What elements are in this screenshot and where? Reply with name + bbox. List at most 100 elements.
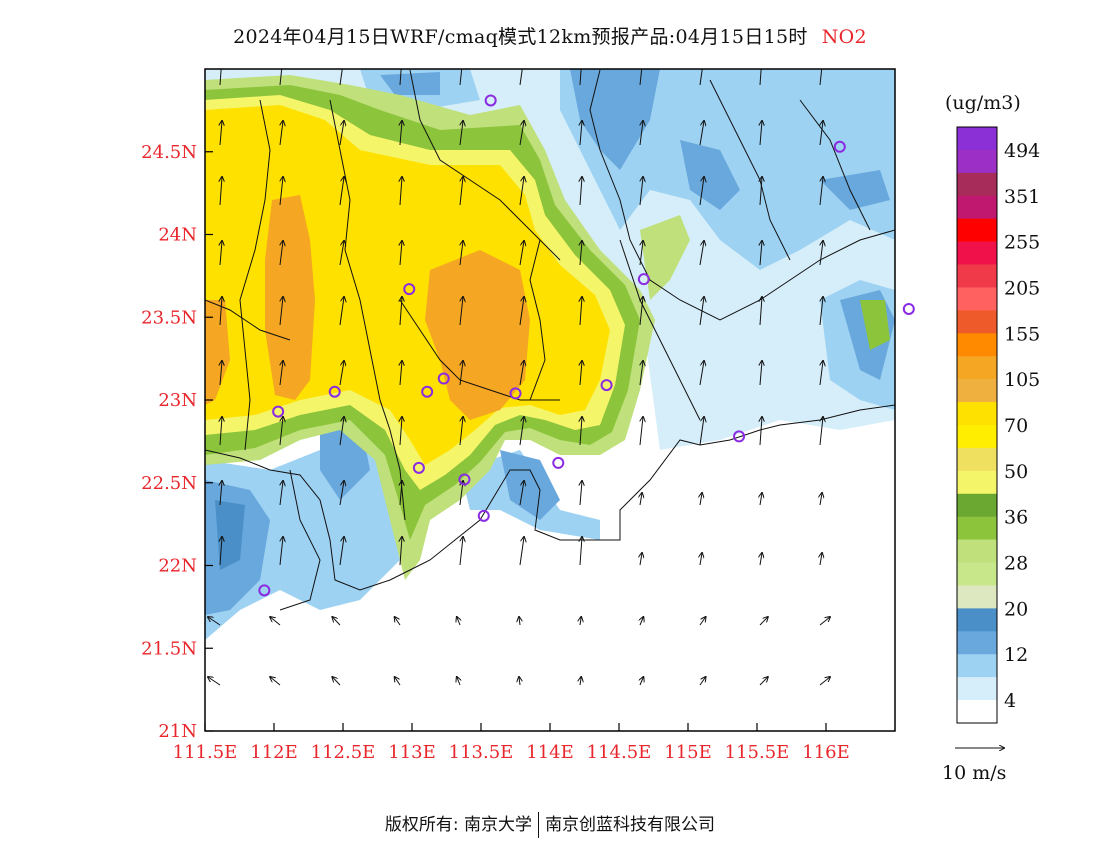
- city-marker: [600, 379, 613, 392]
- wind-arrow: [819, 677, 830, 686]
- wind-arrow: [640, 553, 642, 566]
- wind-arrow: [519, 677, 520, 686]
- legend-swatch: [957, 608, 997, 632]
- lat-tick-label: 22N: [158, 556, 197, 577]
- wind-arrow: [519, 537, 524, 566]
- wind-arrow: [460, 297, 463, 326]
- legend-swatch: [957, 195, 997, 219]
- wind-arrow: [760, 417, 762, 446]
- wind-arrow: [220, 121, 222, 146]
- wind-arrow: [760, 177, 762, 206]
- lon-tick-label: 115.5E: [725, 742, 790, 763]
- wind-arrow: [699, 361, 704, 386]
- legend-swatch: [957, 562, 997, 586]
- wind-arrow: [759, 69, 762, 86]
- wind-arrow: [580, 297, 582, 326]
- wind-arrow: [580, 177, 582, 206]
- wind-arrow: [700, 493, 702, 506]
- wind-arrow: [339, 69, 343, 86]
- wind-arrow: [339, 241, 344, 266]
- wind-arrow: [580, 361, 582, 386]
- wind-arrow: [395, 617, 401, 626]
- wind-arrow: [280, 241, 283, 266]
- wind-arrow: [339, 177, 344, 206]
- wind-arrow: [339, 297, 344, 326]
- legend-swatch: [957, 470, 997, 495]
- wind-arrow: [820, 493, 822, 506]
- wind-arrow: [400, 537, 402, 566]
- title-main: 2024年04月15日WRF/cmaq模式12km预报产品:04月15日15时: [233, 26, 808, 48]
- wind-arrow: [208, 617, 221, 626]
- city-marker: [902, 302, 915, 315]
- wind-arrow: [460, 121, 463, 146]
- wind-arrow: [459, 69, 463, 86]
- wind-arrow: [400, 417, 402, 446]
- wind-arrow: [819, 617, 830, 626]
- wind-arrow: [457, 617, 460, 626]
- wind-arrow: [339, 121, 344, 146]
- legend-label: 155: [1004, 323, 1040, 345]
- lat-tick-label: 24.5N: [141, 142, 197, 163]
- legend-swatch: [957, 379, 997, 403]
- legend-label: 20: [1004, 598, 1028, 620]
- footer-right: 南京创蓝科技有限公司: [545, 815, 716, 835]
- wind-arrow: [580, 677, 581, 686]
- wind-arrow: [332, 677, 341, 686]
- longitude-axis: 111.5E 112E 112.5E 113E 113.5E 114E 114.5E 115E…: [173, 723, 850, 763]
- legend-swatch: [957, 356, 997, 380]
- wind-arrow: [400, 361, 402, 386]
- lon-tick-label: 114E: [526, 742, 574, 763]
- wind-arrow: [220, 241, 222, 266]
- wind-arrow: [208, 677, 221, 686]
- legend-swatch: [957, 654, 997, 678]
- legend-swatch: [957, 264, 997, 288]
- wind-arrow: [580, 417, 582, 446]
- wind-arrow: [760, 241, 762, 266]
- wind-arrow: [519, 69, 523, 86]
- wind-arrow: [820, 241, 823, 266]
- lat-tick-label: 24N: [158, 225, 197, 246]
- wind-arrow: [639, 69, 643, 86]
- title-pollutant: NO2: [821, 26, 867, 48]
- wind-arrow: [339, 537, 344, 566]
- legend-label: 105: [1004, 369, 1040, 391]
- wind-arrow: [460, 241, 463, 266]
- wind-arrow: [280, 121, 283, 146]
- color-legend: 494 351 255 205 155 105 70 50 36 28 20 12 4: [956, 126, 1040, 724]
- wind-arrow: [457, 677, 460, 686]
- city-marker: [637, 273, 650, 286]
- wind-arrow: [280, 177, 283, 206]
- wind-arrow: [220, 361, 222, 386]
- legend-label: 12: [1004, 644, 1028, 666]
- wind-arrow: [580, 617, 581, 626]
- legend-swatch: [957, 447, 997, 472]
- wind-arrow: [760, 361, 762, 386]
- lon-tick-label: 112.5E: [311, 742, 376, 763]
- city-marker: [733, 430, 746, 443]
- wind-arrow: [699, 417, 704, 446]
- wind-arrow: [820, 553, 822, 566]
- legend-label: 205: [1004, 277, 1040, 299]
- lat-tick-label: 23.5N: [141, 307, 197, 328]
- lon-tick-label: 116E: [802, 742, 850, 763]
- legend-label: 494: [1004, 140, 1040, 162]
- wind-arrow: [699, 177, 704, 206]
- wind-arrow: [640, 617, 643, 626]
- city-marker: [272, 405, 285, 418]
- city-marker: [421, 385, 434, 398]
- wind-arrow: [699, 69, 703, 86]
- city-marker: [484, 94, 497, 107]
- wind-arrow: [280, 361, 283, 386]
- wind-arrow: [579, 69, 582, 86]
- wind-arrow: [820, 361, 823, 386]
- wind-arrow: [220, 177, 222, 206]
- wind-reference-label: 10 m/s: [942, 762, 1006, 784]
- wind-arrow: [580, 481, 582, 506]
- wind-arrow: [220, 481, 222, 506]
- wind-arrow: [699, 677, 706, 686]
- legend-swatch: [957, 402, 997, 426]
- wind-arrow: [220, 537, 222, 566]
- lat-tick-label: 21N: [158, 721, 197, 742]
- city-marker: [403, 283, 416, 296]
- legend-label: 28: [1004, 553, 1028, 575]
